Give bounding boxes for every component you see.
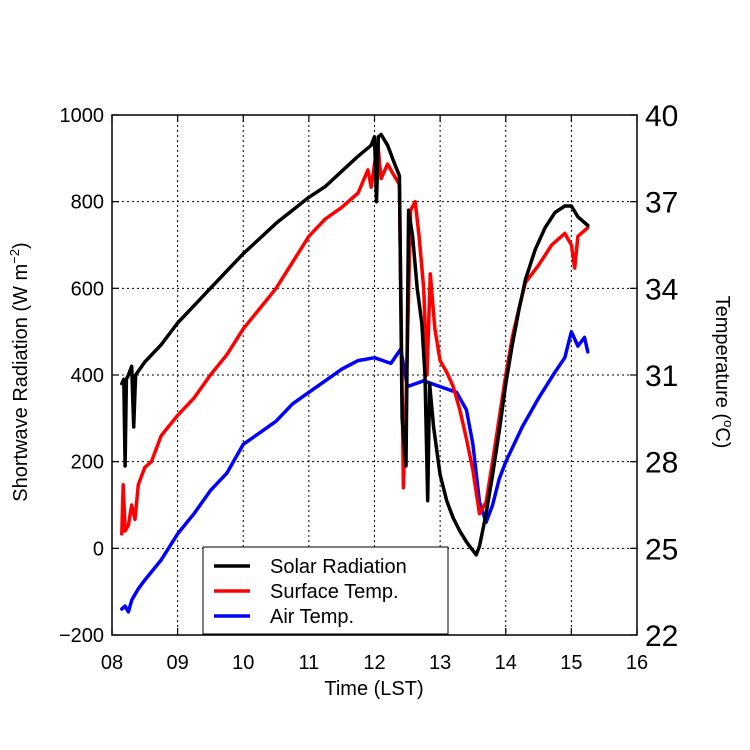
left-y-tick-label: 200 — [71, 452, 104, 474]
right-y-tick-label: 31 — [645, 360, 678, 393]
series-line-solar-radiation — [120, 132, 590, 557]
legend: Solar Radiation Surface Temp. Air Temp. — [202, 546, 449, 635]
x-tick-label: 13 — [429, 652, 451, 674]
x-tick-label: 10 — [232, 652, 254, 674]
left-y-tick-label: 600 — [71, 278, 104, 300]
series-lines — [120, 132, 590, 614]
right-y-tick-label: 40 — [645, 100, 678, 133]
right-y-tick-label: 22 — [645, 620, 678, 653]
right-y-tick-label: 28 — [645, 447, 678, 480]
left-y-tick-label: −200 — [59, 625, 104, 647]
right-y-axis-title: Temperature (oC) — [711, 296, 736, 449]
grid-lines — [112, 115, 637, 635]
left-y-axis-title: Shortwave Radiation (W m−2) — [7, 242, 32, 501]
x-tick-label: 14 — [495, 652, 517, 674]
left-y-tick-label: 0 — [93, 538, 104, 560]
legend-label-air-temp: Air Temp. — [270, 606, 354, 628]
x-axis-title: Time (LST) — [324, 678, 423, 700]
right-y-axis: 40 37 34 31 28 25 22 — [630, 100, 678, 653]
left-y-tick-label: 400 — [71, 365, 104, 387]
x-tick-label: 16 — [626, 652, 648, 674]
left-y-axis: 1000 800 600 400 200 0 −200 — [59, 105, 119, 647]
legend-label-surface-temp: Surface Temp. — [270, 581, 399, 603]
left-y-tick-label: 1000 — [60, 105, 105, 127]
x-axis: 08 09 10 11 12 13 14 15 16 — [101, 115, 648, 674]
x-tick-label: 12 — [363, 652, 385, 674]
x-tick-label: 11 — [298, 652, 319, 674]
x-tick-label: 09 — [167, 652, 189, 674]
right-y-tick-label: 34 — [645, 273, 678, 306]
left-y-tick-label: 800 — [71, 192, 104, 214]
right-y-tick-label: 37 — [645, 187, 678, 220]
legend-label-solar-radiation: Solar Radiation — [270, 556, 407, 578]
x-tick-label: 08 — [101, 652, 123, 674]
right-y-tick-label: 25 — [645, 533, 678, 566]
series-line-air-temp — [120, 329, 590, 614]
x-tick-label: 15 — [560, 652, 582, 674]
